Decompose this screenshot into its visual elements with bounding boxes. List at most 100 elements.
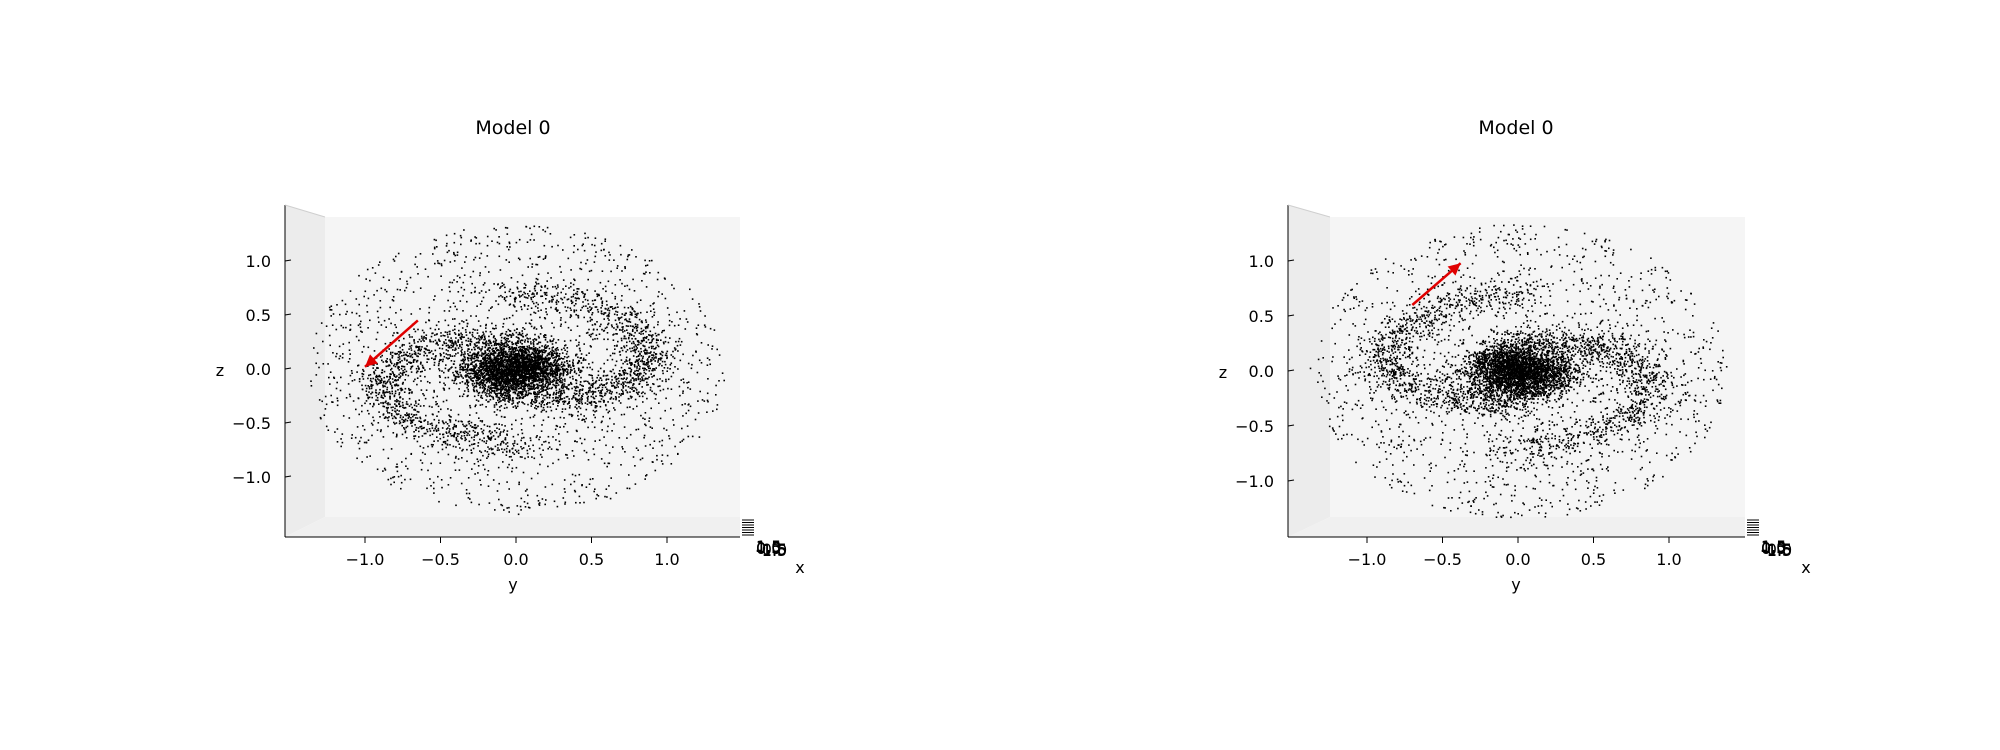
scatter-point — [506, 367, 509, 370]
scatter-point — [622, 328, 624, 330]
scatter-point — [390, 367, 393, 370]
scatter-point — [538, 396, 540, 398]
scatter-point — [362, 373, 365, 376]
scatter-point — [521, 378, 524, 381]
scatter-point — [502, 380, 504, 382]
scatter-point — [400, 389, 402, 392]
scatter-point — [488, 369, 491, 371]
scatter-point — [486, 395, 488, 398]
scatter-point — [513, 378, 516, 381]
scatter-point — [491, 358, 493, 360]
scatter-point — [463, 434, 466, 437]
scatter-point — [546, 360, 549, 362]
scatter-point — [536, 397, 538, 399]
scatter-point — [568, 401, 570, 404]
scatter-point — [380, 378, 383, 380]
scatter-point — [532, 416, 535, 418]
scatter-point — [514, 360, 516, 362]
scatter-point — [629, 373, 632, 376]
scatter-point — [515, 384, 517, 387]
scatter-point — [562, 358, 565, 360]
scatter-point — [538, 375, 540, 377]
scatter-point — [521, 308, 523, 311]
scatter-point — [489, 437, 491, 439]
scatter-point — [638, 368, 641, 371]
scatter-point — [622, 387, 624, 389]
scatter-point — [467, 385, 469, 387]
scatter-point — [401, 365, 403, 368]
scatter-point — [475, 345, 477, 348]
scatter-point — [501, 367, 503, 370]
scatter-point — [563, 356, 566, 358]
scatter-point — [661, 364, 663, 367]
scatter-point — [466, 434, 468, 437]
scatter-point — [672, 350, 674, 353]
scatter-point — [507, 395, 510, 398]
scatter-point — [512, 363, 515, 365]
scatter-point — [522, 355, 524, 357]
scatter-point — [558, 370, 560, 372]
scatter-point — [538, 447, 541, 450]
scatter-point — [586, 393, 588, 396]
scatter-point — [397, 367, 400, 370]
scatter-point — [633, 386, 635, 389]
scatter-point — [370, 377, 372, 380]
scatter-point — [542, 397, 544, 399]
scatter-point — [410, 420, 413, 423]
scatter-point — [496, 372, 499, 374]
scatter-point — [503, 407, 506, 409]
scatter-point — [409, 389, 412, 391]
scatter-point — [386, 408, 389, 410]
scatter-point — [657, 345, 660, 348]
scatter-point — [509, 365, 511, 367]
scatter-point — [552, 399, 555, 402]
scatter-point — [559, 378, 561, 380]
scatter-point — [370, 387, 373, 390]
scatter-point — [389, 403, 391, 406]
scatter-point — [474, 375, 477, 377]
scatter-point — [517, 402, 519, 405]
scatter-point — [532, 345, 535, 347]
scatter-point — [393, 421, 395, 424]
scatter-point — [583, 296, 585, 298]
scatter-point — [396, 398, 398, 401]
scatter-point — [414, 359, 416, 361]
scatter-point — [506, 430, 509, 432]
scatter-point — [645, 369, 648, 371]
scatter-point — [527, 389, 530, 392]
scatter-point — [575, 379, 577, 381]
scatter-point — [531, 364, 534, 366]
scatter-point — [626, 377, 628, 379]
scatter-point — [452, 371, 454, 374]
scatter-point — [583, 415, 585, 417]
scatter-point — [493, 453, 496, 456]
scatter-point — [574, 389, 576, 392]
scatter-point — [512, 361, 514, 364]
scatter-point — [483, 358, 485, 360]
scatter-point — [488, 335, 490, 338]
scatter-point — [562, 363, 565, 366]
scatter-point — [539, 316, 541, 319]
scatter-point — [417, 352, 420, 355]
scatter-point — [464, 358, 466, 361]
scatter-point — [631, 347, 634, 349]
scatter-point — [453, 374, 455, 376]
scatter-point — [524, 365, 526, 367]
scatter-point — [560, 291, 562, 294]
scatter-point — [566, 362, 569, 365]
scatter-point — [577, 356, 579, 359]
scatter-point — [515, 370, 518, 372]
scatter-point — [510, 455, 512, 458]
scatter-point — [560, 394, 562, 397]
scatter-point — [531, 358, 533, 361]
scatter-point — [515, 372, 517, 374]
scatter-point — [546, 354, 548, 357]
scatter-point — [421, 364, 424, 367]
scatter-point — [485, 378, 488, 380]
scatter-point — [454, 325, 456, 327]
scatter-point — [502, 442, 505, 444]
scatter-point — [475, 399, 478, 401]
scatter-point — [381, 369, 384, 371]
scatter-point — [424, 352, 427, 355]
scatter-point — [497, 361, 500, 363]
